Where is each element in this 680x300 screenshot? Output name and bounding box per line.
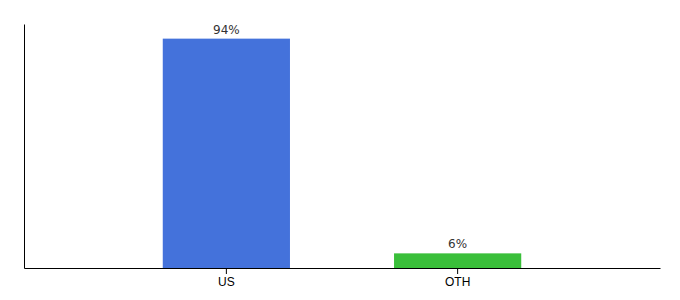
x-tick: US [218, 268, 235, 289]
x-tick-label: OTH [445, 275, 470, 289]
x-tick-mark [226, 268, 227, 274]
x-axis: US OTH [25, 268, 661, 289]
bar [394, 253, 521, 268]
y-axis [24, 25, 25, 269]
data-label: 94% [213, 23, 240, 37]
bar [163, 39, 290, 268]
x-tick-mark [457, 268, 458, 274]
chart: US OTH 94% 6% [0, 0, 680, 300]
y-axis-line [24, 25, 25, 269]
x-tick-label: US [218, 275, 235, 289]
x-tick: OTH [445, 268, 470, 289]
data-label: 6% [448, 237, 467, 251]
bars [163, 39, 521, 268]
data-labels: 94% 6% [213, 23, 467, 252]
plot: US OTH 94% 6% [25, 23, 661, 289]
x-axis-line [25, 268, 661, 269]
